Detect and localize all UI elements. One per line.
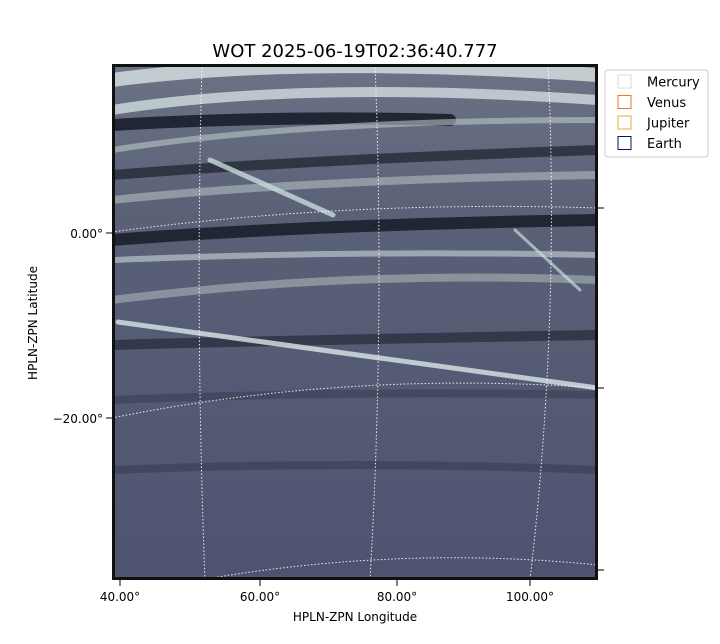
- legend-swatch: [617, 115, 632, 130]
- legend-label: Venus: [647, 96, 686, 111]
- legend-label: Jupiter: [646, 117, 690, 132]
- x-tick-label: 40.00°: [100, 590, 140, 604]
- x-tick-label: 100.00°: [506, 590, 554, 604]
- image: [112, 64, 598, 580]
- x-tick-label: 60.00°: [240, 590, 280, 604]
- y-axis-label: HPLN-ZPN Latitude: [26, 266, 40, 380]
- legend-swatch: [617, 95, 632, 109]
- legend-swatch: [617, 136, 632, 150]
- legend: [604, 69, 709, 158]
- legend-label: Earth: [647, 137, 682, 152]
- x-tick-label: 80.00°: [377, 590, 417, 604]
- legend-label: Mercury: [647, 76, 700, 91]
- legend-swatch: [617, 74, 632, 89]
- y-tick-label: 0.00°: [70, 227, 103, 241]
- y-tick-label: −20.00°: [53, 412, 103, 426]
- x-axis-label: HPLN-ZPN Longitude: [293, 610, 417, 624]
- axis-ticks: [106, 207, 604, 586]
- title: WOT 2025-06-19T02:36:40.777: [212, 41, 497, 62]
